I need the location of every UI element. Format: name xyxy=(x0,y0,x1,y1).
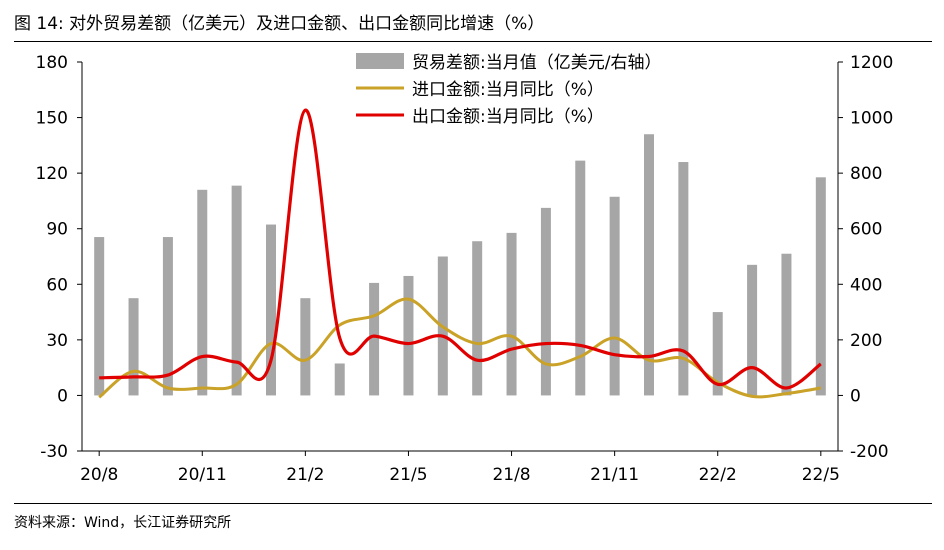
bar-trade-balance xyxy=(644,134,654,396)
x-axis-tick-label: 20/8 xyxy=(80,465,118,485)
bar-trade-balance xyxy=(472,241,483,396)
left-axis-tick-label: 30 xyxy=(46,331,68,351)
bar-trade-balance xyxy=(162,237,173,396)
left-axis-tick-label: 150 xyxy=(36,109,68,129)
figure-title-text: 对外贸易差额（亿美元）及进口金额、出口金额同比增速（%） xyxy=(69,14,545,34)
right-axis-tick-label: 0 xyxy=(850,386,861,406)
right-axis-tick-label: 200 xyxy=(850,331,882,351)
right-axis-tick-label: -200 xyxy=(850,442,889,462)
right-axis-tick-label: 600 xyxy=(850,220,882,240)
x-axis-tick-label: 20/11 xyxy=(178,465,227,485)
bar-trade-balance xyxy=(575,160,586,396)
x-axis-tick-label: 21/8 xyxy=(492,465,530,485)
bar-trade-balance xyxy=(94,237,105,396)
legend-label-export: 出口金额:当月同比（%） xyxy=(412,107,604,127)
source-note: 资料来源：Wind，长江证券研究所 xyxy=(14,515,232,531)
figure-title-prefix: 图 xyxy=(14,14,31,34)
x-axis-tick-label: 22/5 xyxy=(802,465,840,485)
bar-trade-balance xyxy=(403,275,414,396)
right-axis-tick-label: 1200 xyxy=(850,53,893,73)
bar-trade-balance xyxy=(369,282,380,396)
x-axis-tick-label: 21/2 xyxy=(286,465,324,485)
legend-label-import: 进口金额:当月同比（%） xyxy=(412,80,604,100)
bar-trade-balance xyxy=(128,298,139,396)
legend-swatch-bars xyxy=(356,53,404,69)
left-axis-tick-label: -30 xyxy=(40,442,68,462)
legend-label-bars: 贸易差额:当月值（亿美元/右轴） xyxy=(412,53,661,73)
right-axis-tick-label: 1000 xyxy=(850,109,893,129)
title-divider xyxy=(14,41,932,42)
figure-number: 14: xyxy=(36,14,64,34)
bar-trade-balance xyxy=(197,189,208,396)
bar-trade-balance xyxy=(747,264,758,396)
x-axis-tick-label: 22/2 xyxy=(699,465,737,485)
bar-trade-balance xyxy=(609,196,620,396)
bar-trade-balance xyxy=(540,207,551,396)
bar-trade-balance xyxy=(334,363,345,396)
bar-trade-balance xyxy=(712,312,723,396)
left-axis-tick-label: 0 xyxy=(57,386,68,406)
bar-trade-balance xyxy=(231,185,242,396)
bar-trade-balance xyxy=(815,177,826,396)
right-axis-tick-label: 400 xyxy=(850,275,882,295)
source-divider xyxy=(14,503,932,504)
figure-title: 图 14: 对外贸易差额（亿美元）及进口金额、出口金额同比增速（%） xyxy=(14,9,544,34)
left-axis-tick-label: 180 xyxy=(36,53,68,73)
bar-trade-balance xyxy=(678,162,689,396)
bar-trade-balance xyxy=(506,232,517,396)
left-axis-tick-label: 120 xyxy=(36,164,68,184)
left-axis-tick-label: 90 xyxy=(46,220,68,240)
x-axis-tick-label: 21/11 xyxy=(590,465,639,485)
line-export-yoy xyxy=(99,108,822,390)
bar-trade-balance xyxy=(300,298,311,396)
right-axis-tick-label: 800 xyxy=(850,164,882,184)
bar-trade-balance xyxy=(266,224,276,396)
combo-chart: -30 0 30 60 90 120 150 180 -200 0 200 400 600 800 1000… xyxy=(36,53,893,485)
bar-trade-balance xyxy=(781,253,792,396)
left-axis-tick-label: 60 xyxy=(46,275,68,295)
x-axis-tick-label: 21/5 xyxy=(389,465,427,485)
